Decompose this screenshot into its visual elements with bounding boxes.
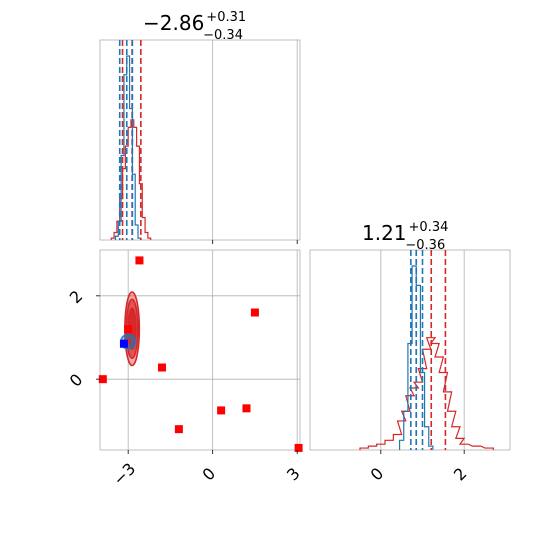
scatter-frame [99, 249, 301, 451]
red-marker [157, 363, 166, 372]
blue-histogram-step [114, 55, 142, 240]
red-marker [217, 406, 226, 415]
y-tick-label: 2 [66, 287, 87, 308]
red-marker [250, 308, 259, 317]
blue-marker [119, 339, 128, 348]
red-histogram-step [110, 119, 152, 240]
x-tick-label: 3 [283, 464, 304, 485]
red-marker [124, 325, 133, 334]
y-tick-label: 0 [66, 370, 87, 391]
red-marker [174, 425, 183, 434]
blue-histogram-step [398, 265, 434, 450]
red-marker [98, 375, 107, 384]
histogram-panel-param1: −2.86 +0.31 −0.34 [99, 10, 301, 244]
red-marker [294, 443, 303, 452]
histogram-panel-param2: 1.21 +0.34 −0.36 0 2 [309, 220, 511, 485]
x-tick-label: 2 [450, 464, 471, 485]
x-tick-label: 0 [198, 464, 219, 485]
hist1-title: −2.86 +0.31 −0.34 [143, 10, 246, 43]
scatter-panel: −3 0 3 0 2 [66, 249, 304, 489]
histogram-frame [99, 39, 301, 241]
red-marker [242, 404, 251, 413]
red-histogram-step [359, 337, 494, 450]
x-tick-label: −3 [109, 459, 139, 489]
hist2-title: 1.21 +0.34 −0.36 [362, 220, 448, 253]
red-marker [135, 256, 144, 265]
x-tick-label: 0 [367, 464, 388, 485]
histogram-frame [309, 249, 511, 451]
